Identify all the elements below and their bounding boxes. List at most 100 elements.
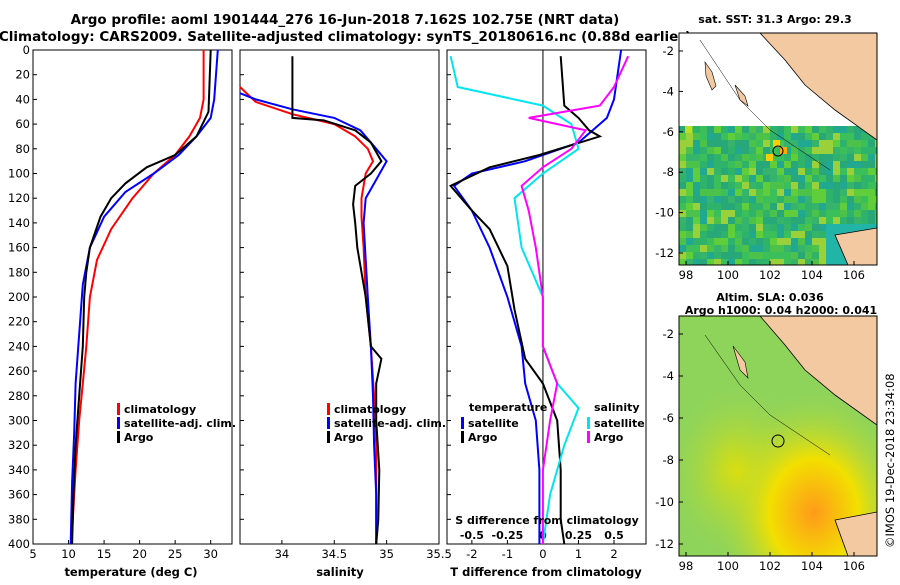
sst-cell bbox=[714, 196, 721, 203]
argo-location-marker bbox=[772, 145, 784, 157]
sst-cell bbox=[679, 252, 686, 259]
sst-cell bbox=[791, 168, 798, 175]
series-line-s-argo bbox=[520, 55, 630, 544]
sst-cell bbox=[742, 252, 749, 259]
sst-cell bbox=[770, 126, 777, 133]
sst-cell bbox=[700, 147, 707, 154]
sst-cell bbox=[847, 140, 854, 147]
sst-cell bbox=[693, 182, 700, 189]
sst-cell bbox=[854, 161, 861, 168]
difference-panel-frame bbox=[446, 49, 647, 545]
sst-cell bbox=[805, 196, 812, 203]
sst-cell bbox=[833, 245, 840, 252]
sst-cell bbox=[854, 196, 861, 203]
sst-cell bbox=[735, 245, 742, 252]
sst-cell bbox=[693, 175, 700, 182]
sst-cell bbox=[847, 224, 854, 231]
sst-cell bbox=[833, 238, 840, 245]
sst-cell bbox=[819, 252, 826, 259]
sst-cell bbox=[875, 224, 877, 231]
sst-cell bbox=[812, 133, 819, 140]
sst-cell bbox=[735, 231, 742, 238]
sst-cell bbox=[770, 203, 777, 210]
sst-cell bbox=[854, 168, 861, 175]
sst-cell bbox=[679, 161, 686, 168]
sst-cell bbox=[742, 224, 749, 231]
sst-cell bbox=[749, 231, 756, 238]
sst-cell bbox=[693, 224, 700, 231]
sst-cell bbox=[679, 147, 686, 154]
map-y-tick-label: -10 bbox=[655, 206, 674, 220]
sst-cell bbox=[742, 231, 749, 238]
sst-cell bbox=[749, 140, 756, 147]
sst-cell bbox=[686, 224, 693, 231]
depth-tick-label: 80 bbox=[15, 142, 30, 156]
map-y-tick-label: -2 bbox=[663, 327, 674, 341]
sst-cell bbox=[875, 196, 877, 203]
series-line-climatology bbox=[70, 50, 205, 545]
salinity-panel-frame bbox=[239, 49, 440, 545]
sst-cell bbox=[756, 245, 763, 252]
sst-cell bbox=[728, 259, 735, 265]
sst-cell bbox=[679, 259, 686, 265]
sst-cell bbox=[847, 203, 854, 210]
sst-cell bbox=[812, 140, 819, 147]
sst-cell bbox=[679, 245, 686, 252]
sst-cell bbox=[777, 259, 784, 265]
sst-cell bbox=[784, 161, 791, 168]
sst-cell bbox=[693, 154, 700, 161]
sst-cell bbox=[770, 259, 777, 265]
series-line-argo bbox=[291, 56, 383, 545]
sst-cell bbox=[868, 147, 875, 154]
sst-cell bbox=[728, 210, 735, 217]
sst-cell bbox=[700, 217, 707, 224]
sst-cell bbox=[714, 203, 721, 210]
sst-cell bbox=[749, 154, 756, 161]
depth-tick-label: 280 bbox=[8, 389, 30, 403]
sst-cell bbox=[686, 203, 693, 210]
sst-cell bbox=[819, 217, 826, 224]
sst-cell bbox=[819, 231, 826, 238]
sst-cell bbox=[721, 154, 728, 161]
sst-cell bbox=[875, 154, 877, 161]
sst-cell bbox=[798, 252, 805, 259]
sst-cell bbox=[742, 168, 749, 175]
sst-cell bbox=[847, 126, 854, 133]
sst-cell bbox=[700, 210, 707, 217]
sst-cell bbox=[875, 189, 877, 196]
sst-cell bbox=[819, 133, 826, 140]
sst-cell bbox=[749, 175, 756, 182]
sst-cell bbox=[826, 168, 833, 175]
sst-cell bbox=[749, 217, 756, 224]
sst-cell bbox=[840, 133, 847, 140]
x-tick-label: 5 bbox=[29, 547, 36, 561]
sst-cell bbox=[798, 154, 805, 161]
sst-cell bbox=[763, 238, 770, 245]
legend-argo: Argo bbox=[334, 431, 364, 444]
sst-cell bbox=[861, 224, 868, 231]
sst-cell bbox=[756, 189, 763, 196]
sst-cell bbox=[679, 224, 686, 231]
sst-cell bbox=[812, 231, 819, 238]
sst-cell bbox=[819, 259, 826, 265]
sst-cell bbox=[707, 203, 714, 210]
sst-cell bbox=[784, 189, 791, 196]
sst-cell bbox=[875, 140, 877, 147]
sst-cell bbox=[875, 147, 877, 154]
sst-cell bbox=[700, 252, 707, 259]
sst-cell bbox=[854, 126, 861, 133]
map-x-tick-label: 98 bbox=[679, 559, 694, 573]
sst-cell bbox=[770, 133, 777, 140]
sst-cell bbox=[728, 147, 735, 154]
sst-cell bbox=[770, 224, 777, 231]
sst-cell bbox=[847, 147, 854, 154]
sst-cell bbox=[812, 182, 819, 189]
sst-cell bbox=[798, 210, 805, 217]
sst-cell bbox=[742, 126, 749, 133]
legend-argo: Argo bbox=[124, 431, 154, 444]
sst-cell bbox=[861, 175, 868, 182]
map-x-tick-label: 102 bbox=[759, 268, 781, 282]
sst-cell bbox=[686, 245, 693, 252]
sst-cell bbox=[833, 126, 840, 133]
sst-cell bbox=[784, 154, 791, 161]
